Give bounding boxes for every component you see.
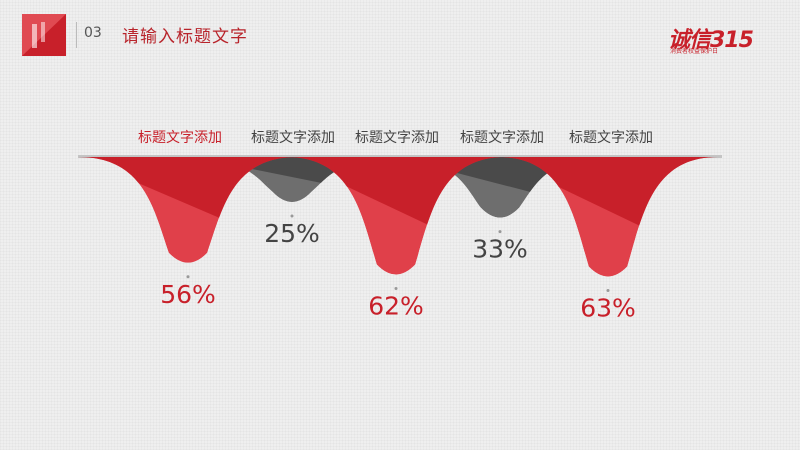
drop-fill xyxy=(78,157,298,263)
value-label: 63% xyxy=(580,293,636,322)
drop-fill xyxy=(498,157,718,277)
drop-tip-marker xyxy=(394,287,398,291)
brand-main-text: 诚信315 xyxy=(668,28,754,53)
value-label: 33% xyxy=(472,235,528,264)
drop-tip-marker xyxy=(290,214,294,218)
drop-fill xyxy=(286,157,506,275)
category-label: 标题文字添加 xyxy=(355,130,439,146)
value-label: 25% xyxy=(264,219,320,248)
chart-baseline xyxy=(78,155,722,158)
brand-sub-text: 消费者权益保护日 xyxy=(670,48,719,55)
category-label: 标题文字添加 xyxy=(460,130,544,146)
category-label: 标题文字添加 xyxy=(251,130,335,146)
drop-fill xyxy=(390,157,610,218)
slide-number: 03 xyxy=(84,25,102,41)
drop-tip-marker xyxy=(606,288,610,292)
category-label: 标题文字添加 xyxy=(138,130,222,146)
value-label: 62% xyxy=(368,292,424,321)
brand-logo: 诚信315 消费者权益保护日 xyxy=(668,22,772,56)
value-label: 56% xyxy=(160,280,216,309)
drop-fill xyxy=(182,157,402,202)
category-label: 标题文字添加 xyxy=(569,130,653,146)
corner-logo xyxy=(22,14,66,56)
drop-tip-marker xyxy=(498,230,502,234)
header-divider xyxy=(76,22,77,48)
slide-title[interactable]: 请输入标题文字 xyxy=(122,27,248,47)
drop-tip-marker xyxy=(186,275,190,279)
